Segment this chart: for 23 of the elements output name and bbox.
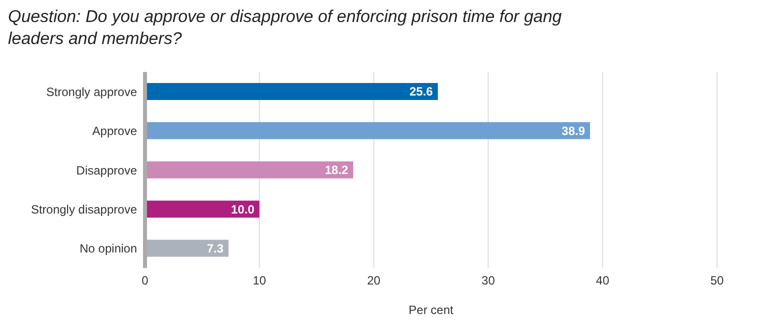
x-tick-label: 40 [596,274,610,288]
bar [145,82,438,100]
data-label: 7.3 [206,242,224,256]
y-tick-label: No opinion [80,242,137,256]
data-label: 18.2 [324,163,349,178]
bar [145,161,354,178]
data-label: 10.0 [231,202,255,216]
bar [145,240,229,257]
y-tick-label: Disapprove [76,163,138,178]
x-tick-label: 0 [142,274,149,288]
data-label: 38.9 [562,124,586,138]
y-tick-label: Approve [92,124,138,138]
bar [145,200,260,218]
x-axis-title: Per cent [408,303,454,317]
x-tick-label: 20 [367,274,381,288]
chart-title: Question: Do you approve or disapprove of enforcing prison time for gang leaders and members? [8,6,563,50]
x-tick-label: 30 [482,274,496,288]
y-tick-label: Strongly disapprove [30,202,138,216]
x-tick-label: 10 [252,274,266,288]
bar [145,122,590,140]
data-label: 25.6 [410,84,434,99]
y-tick-label: Strongly approve [46,84,138,99]
x-tick-label: 50 [710,274,724,288]
